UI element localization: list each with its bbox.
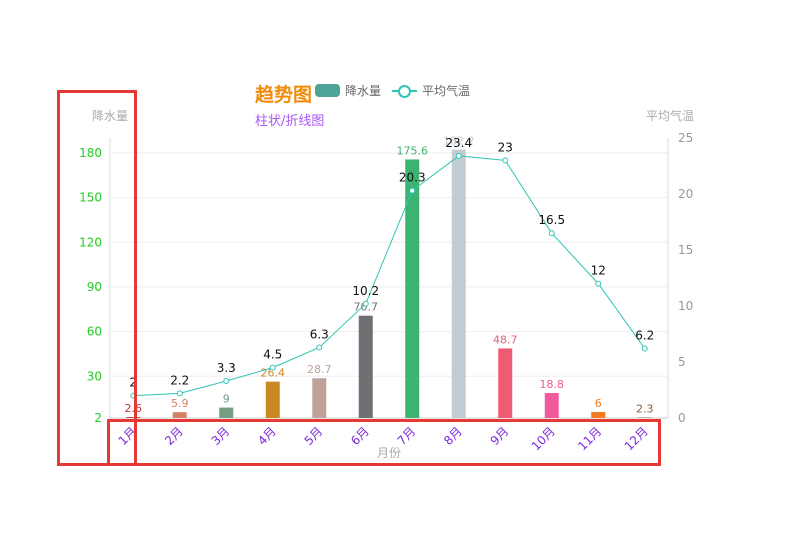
legend-label-precipitation: 降水量 [345,84,382,98]
line-point [362,300,369,307]
y-left-axis-title: 降水量 [92,109,128,123]
line-value-label: 2 [129,376,137,390]
line-value-label: 3.3 [217,361,236,375]
bar-value-label: 26.4 [261,367,286,380]
bar-value-label: 2.3 [636,403,654,416]
legend-item-temperature[interactable]: 平均气温 [392,82,470,99]
y-right-tick-label: 20 [678,187,693,201]
line-value-label: 4.5 [263,348,282,362]
bar-value-label: 28.7 [307,363,332,376]
line-value-label: 2.2 [170,373,189,387]
line-value-label: 23.4 [445,136,472,150]
bar-value-label: 175.6 [397,144,429,157]
bar [451,149,466,419]
y-left-tick-label: 60 [87,325,102,339]
x-axis-title: 月份 [377,446,401,460]
line-point [223,378,230,385]
line-value-label: 10.2 [352,284,379,298]
legend-label-temperature: 平均气温 [422,84,471,98]
line-point [502,157,509,164]
line-value-label: 23 [498,140,513,154]
bar [312,378,327,418]
y-right-tick-label: 5 [678,355,686,369]
legend-line-swatch [392,84,417,98]
y-left-tick-label: 2 [94,411,102,425]
line-value-label: 12 [591,264,606,278]
temperature-line [133,155,646,397]
bar [172,412,187,418]
y-left-tick-label: 180 [79,146,102,160]
y-left-tick-label: 150 [79,191,102,205]
bar [265,381,280,418]
y-left-tick-label: 90 [87,280,102,294]
chart-title: 趋势图 [255,84,313,106]
line-point [316,344,323,351]
bar [405,159,420,418]
annotation-box-left-axis [57,90,137,466]
bar-value-label: 9 [223,393,230,406]
line-point [269,364,276,371]
legend-item-precipitation[interactable]: 降水量 [315,82,381,99]
line-value-label: 6.2 [635,329,654,343]
line-point [548,230,555,237]
bar [126,417,141,418]
bar-value-label: 48.7 [493,333,518,346]
line-point [641,345,648,352]
line-point [409,187,416,194]
line-value-label: 20.3 [399,171,426,185]
bar [591,412,606,418]
line-value-label: 16.5 [538,213,565,227]
bar-value-label: 70.7 [354,301,379,314]
y-right-tick-label: 0 [678,411,686,425]
y-right-tick-label: 25 [678,131,693,145]
line-value-label: 6.3 [310,327,329,341]
line-point [595,280,602,287]
bar-value-label: 2.6 [125,402,143,415]
bar-value-label: 5.9 [171,397,189,410]
y-left-tick-label: 30 [87,369,102,383]
bar [544,392,559,418]
legend-bar-swatch [315,84,340,97]
bar-value-label: 6 [595,397,602,410]
y-left-tick-label: 120 [79,235,102,249]
bar-value-label: 182.2 [443,135,475,148]
y-right-tick-label: 10 [678,299,693,313]
bar [498,348,513,418]
y-right-axis-title: 平均气温 [646,108,694,123]
bar-value-label: 18.8 [540,378,565,391]
bar [358,315,373,418]
bar [219,407,234,418]
y-right-tick-label: 15 [678,243,693,257]
annotation-box-x-axis [107,419,661,466]
chart-subtitle: 柱状/折线图 [255,114,325,129]
line-point [176,390,183,397]
line-point [455,152,462,159]
